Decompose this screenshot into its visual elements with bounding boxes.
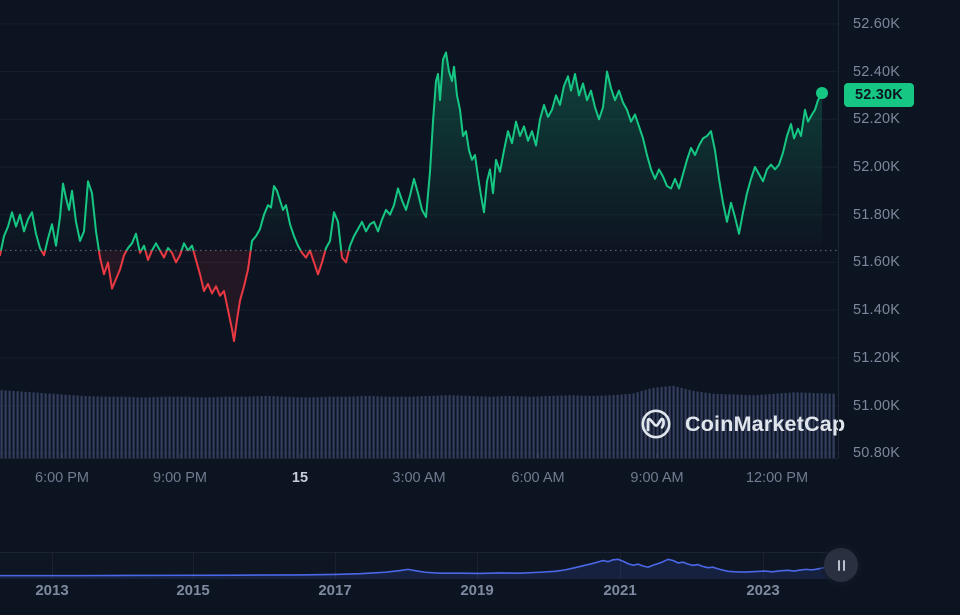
- minimap-year-gridline: [477, 553, 478, 579]
- minimap-year-label: 2021: [603, 582, 637, 599]
- y-axis-label: 51.20K: [853, 349, 901, 366]
- minimap-year-gridline: [193, 553, 194, 579]
- minimap-year-gridline: [52, 553, 53, 579]
- volume-bars: [0, 385, 835, 458]
- drag-grip-icon: [837, 559, 840, 571]
- minimap-year-label: 2013: [35, 582, 69, 599]
- y-axis-label: 52.40K: [853, 63, 901, 80]
- y-axis-label: 51.00K: [853, 397, 901, 414]
- watermark: CoinMarketCap: [638, 403, 845, 445]
- minimap-sparkline: [0, 558, 838, 579]
- x-axis-label: 6:00 PM: [35, 470, 89, 486]
- timeline-drag-handle[interactable]: [824, 548, 858, 582]
- minimap-year-label: 2017: [318, 582, 352, 599]
- history-minimap[interactable]: [0, 552, 838, 579]
- y-axis-label: 52.20K: [853, 111, 901, 128]
- x-axis-label: 12:00 PM: [745, 470, 809, 486]
- main-price-chart[interactable]: [0, 0, 838, 458]
- coinmarketcap-logo-icon: [641, 409, 671, 439]
- minimap-year-label: 2019: [460, 582, 494, 599]
- y-axis-label: 52.00K: [853, 158, 901, 175]
- price-line-up: [0, 51, 823, 251]
- current-price-badge: 52.30K: [844, 83, 914, 108]
- y-axis-label: 51.80K: [853, 206, 901, 223]
- last-price-dot: [816, 87, 828, 100]
- y-axis-label: 52.60K: [853, 15, 901, 32]
- y-axis-label: 50.80K: [853, 445, 901, 462]
- price-chart-canvas[interactable]: [0, 0, 838, 458]
- minimap-year-gridline: [620, 553, 621, 579]
- x-axis-label: 9:00 PM: [153, 470, 207, 486]
- x-axis-label: 3:00 AM: [392, 470, 446, 486]
- price-line-down: [0, 250, 350, 343]
- x-axis-label: 9:00 AM: [630, 470, 684, 486]
- watermark-brand-text: CoinMarketCap: [685, 411, 846, 436]
- minimap-line: [0, 558, 838, 577]
- y-axis-label: 51.60K: [853, 254, 901, 271]
- minimap-year-label: 2023: [746, 582, 780, 599]
- gain-area-fill: [1, 52, 822, 251]
- minimap-year-label: 2015: [176, 582, 210, 599]
- price-axis[interactable]: 52.60K 52.40K 52.20K 52.00K 51.80K 51.60K 51.4…: [838, 0, 960, 461]
- minimap-year-gridline: [335, 553, 336, 579]
- time-axis[interactable]: 6:00 PM 9:00 PM 15 3:00 AM 6:00 AM 9:00 AM 12:…: [0, 458, 838, 493]
- x-axis-label: 6:00 AM: [511, 470, 565, 486]
- drag-grip-icon: [842, 559, 845, 571]
- minimap-year-labels: 2013 2015 2017 2019 2021 2023: [0, 582, 838, 602]
- x-axis-label: 15: [291, 470, 309, 486]
- y-axis-label: 51.40K: [853, 302, 901, 319]
- minimap-year-gridline: [763, 553, 764, 579]
